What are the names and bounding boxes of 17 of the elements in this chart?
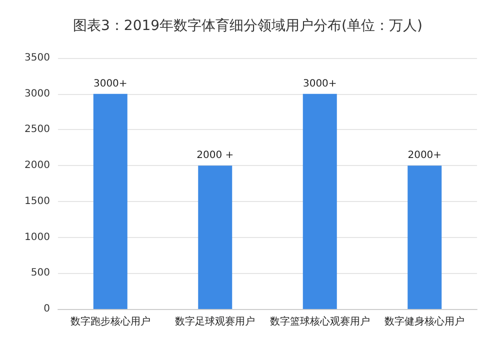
data-label: 3000+ <box>302 78 337 90</box>
y-tick-label: 1500 <box>24 196 50 207</box>
data-label: 3000+ <box>93 78 128 90</box>
data-label: 2000+ <box>408 150 442 162</box>
y-tick-label: 3000 <box>24 88 50 100</box>
y-tick-label: 2500 <box>24 124 50 136</box>
x-tick-label: 数字足球观赛用户 <box>175 316 256 328</box>
chart-title: 图表3：2019年数字体育细分领域用户分布(单位：万人) <box>73 17 422 34</box>
y-tick-label: 2000 <box>24 160 50 172</box>
x-tick-label: 数字跑步核心用户 <box>70 316 150 328</box>
y-tick-label: 500 <box>30 268 50 279</box>
data-label: 2000 + <box>196 150 234 162</box>
y-tick-label: 1000 <box>24 232 50 243</box>
y-tick-label: 3500 <box>24 52 50 64</box>
x-tick-label: 数字篮球核心观赛用户 <box>270 316 370 328</box>
x-tick-label: 数字健身核心用户 <box>384 316 465 328</box>
y-tick-label: 0 <box>44 304 50 314</box>
